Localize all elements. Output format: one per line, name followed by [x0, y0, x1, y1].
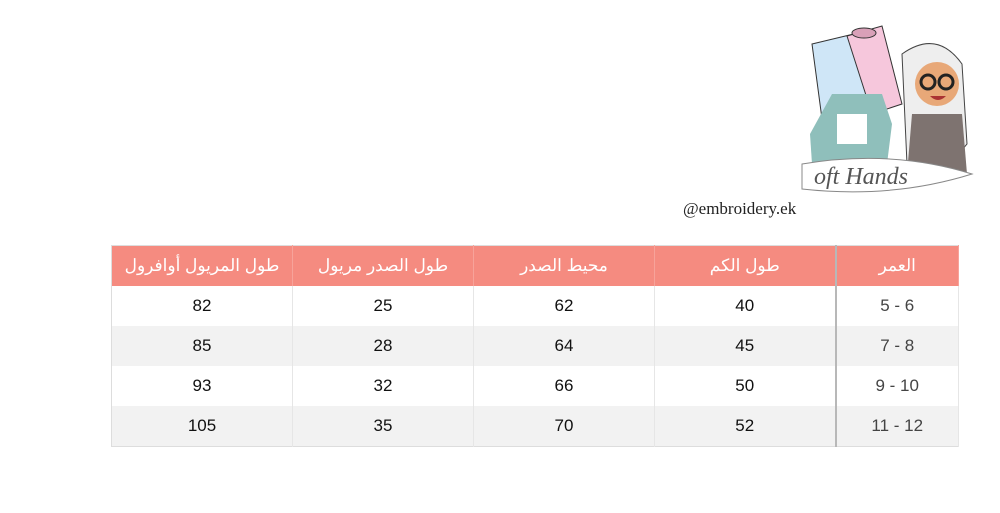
cell-chest-length: 35: [292, 406, 474, 447]
cell-sleeve-length: 50: [654, 366, 836, 406]
cell-chest-circumference: 64: [473, 326, 655, 366]
header-sleeve-length: طول الكم: [654, 245, 836, 286]
cell-overall-length: 105: [111, 406, 293, 447]
cell-overall-length: 85: [111, 326, 293, 366]
cell-age: 7 - 8: [834, 326, 959, 366]
header-chest-circumference: محيط الصدر: [473, 245, 655, 286]
table-row: 105 35 70 52 11 - 12: [111, 406, 959, 447]
logo-text: oft Hands: [814, 164, 908, 190]
table-header-row: طول المريول أوافرول طول الصدر مريول محيط…: [111, 245, 959, 286]
table-row: 85 28 64 45 7 - 8: [111, 326, 959, 366]
header-age: العمر: [834, 245, 959, 286]
cell-chest-length: 25: [292, 286, 474, 326]
cell-sleeve-length: 40: [654, 286, 836, 326]
size-chart-table: طول المريول أوافرول طول الصدر مريول محيط…: [111, 245, 959, 447]
cell-chest-circumference: 70: [473, 406, 655, 447]
table-row: 93 32 66 50 9 - 10: [111, 366, 959, 406]
header-overall-length: طول المريول أوافرول: [111, 245, 293, 286]
cell-age: 11 - 12: [834, 406, 959, 447]
table-row: 82 25 62 40 5 - 6: [111, 286, 959, 326]
cell-chest-length: 28: [292, 326, 474, 366]
cell-sleeve-length: 45: [654, 326, 836, 366]
instagram-handle: @embroidery.ek: [683, 199, 797, 218]
cell-sleeve-length: 52: [654, 406, 836, 447]
cell-chest-circumference: 62: [473, 286, 655, 326]
cell-chest-circumference: 66: [473, 366, 655, 406]
soft-hands-logo: oft Hands: [792, 24, 988, 214]
cell-age: 9 - 10: [834, 366, 959, 406]
cell-overall-length: 82: [111, 286, 293, 326]
cell-age: 5 - 6: [834, 286, 959, 326]
header-chest-length: طول الصدر مريول: [292, 245, 474, 286]
cell-overall-length: 93: [111, 366, 293, 406]
cell-chest-length: 32: [292, 366, 474, 406]
